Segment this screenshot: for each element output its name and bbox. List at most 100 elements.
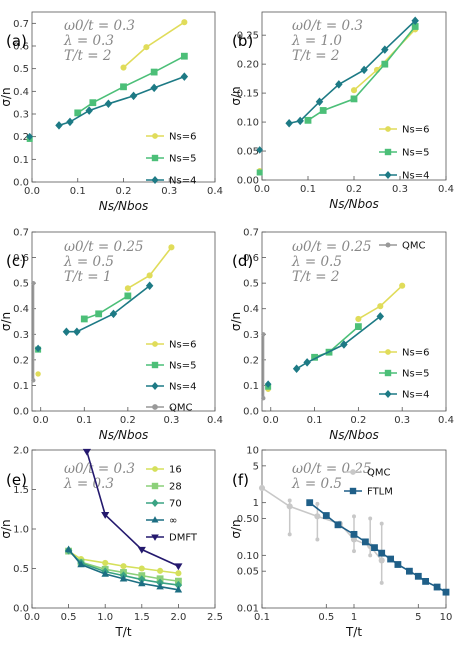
x-tick-label: 0.1 [307, 415, 323, 426]
y-tick-label: 1.5 [13, 485, 29, 496]
data-point [311, 353, 318, 361]
data-point [101, 512, 110, 519]
legend-d: Ns=6 Ns=5 Ns=4 QMC [379, 241, 429, 401]
y-axis-label: σ/n [0, 312, 13, 331]
data-point [119, 574, 128, 582]
tick-labels-b: 0.0 0.1 0.2 0.3 0.4 0.00 0.05 0.10 0.15 0.20 0.25 [237, 31, 454, 195]
data-point [55, 121, 63, 130]
series-line [86, 451, 179, 567]
data-point [387, 555, 395, 563]
parameter-annotation: ω0/t = 0.3 [64, 461, 135, 477]
y-tick-label: 0.5 [13, 64, 29, 75]
data-point [145, 281, 154, 290]
legend-marker [349, 487, 357, 495]
data-point [334, 521, 342, 529]
y-tick-label: 0.0 [13, 407, 29, 418]
legend-b: Ns=6 Ns=5 Ns=4 [379, 125, 429, 182]
data-point [322, 512, 330, 519]
tick-labels-f: 0.1 0.5 1 5 10 0.01 0.05 0.10 0.50 1 5 10 [237, 446, 453, 624]
series-e-3 [64, 545, 183, 593]
y-axis-label: σ/n [0, 87, 13, 106]
legend-label: 16 [169, 465, 182, 476]
chart-panel-d: 0.0 0.1 0.2 0.3 0.4 0.0 0.1 0.2 0.3 0.4 0.5 0.6 0.7 N… [229, 228, 454, 443]
legend-marker [151, 499, 159, 507]
data-point [156, 582, 164, 590]
parameter-annotation: λ = 0.3 [63, 33, 114, 49]
data-point [414, 572, 422, 580]
legend-label: DMFT [169, 533, 198, 544]
parameter-annotation: λ = 0.5 [291, 254, 342, 270]
series-a-2 [55, 72, 189, 130]
parameter-annotation: ω0/t = 0.25 [292, 461, 372, 477]
x-tick-label: 0.0 [33, 415, 49, 426]
data-point [146, 272, 153, 279]
y-tick-label: 0.5 [13, 564, 29, 575]
parameter-annotation: ω0/t = 0.25 [64, 239, 144, 255]
data-point [292, 364, 301, 374]
legend-marker [151, 361, 159, 369]
chart-panel-c: 0.0 0.1 0.2 0.3 0.4 0.0 0.1 0.2 0.3 0.4 0.5 0.6 0.7 N… [0, 228, 223, 443]
y-tick-label: 0.0 [13, 178, 29, 189]
x-tick-label: 0.3 [163, 415, 179, 426]
data-point [350, 536, 358, 543]
x-axis-label: Ns/Nbos [329, 197, 378, 211]
y-tick-label: 0.1 [13, 155, 29, 166]
data-point [381, 60, 389, 68]
data-point [405, 567, 413, 575]
data-point [174, 563, 183, 571]
data-point [296, 116, 304, 126]
panel-label: (d) [232, 252, 253, 270]
data-point [350, 530, 358, 538]
data-point [315, 97, 324, 107]
qmc-errorbar-end [315, 501, 320, 506]
y-axis-label: σ/n [229, 312, 243, 331]
legend-marker [152, 404, 158, 410]
legend-e: 16 28 70 ∞ DMFT [146, 465, 198, 544]
data-point [95, 310, 103, 318]
qmc-errorbar-end [368, 516, 373, 521]
legend-marker [151, 154, 159, 162]
y-tick-label: 1 [253, 498, 259, 509]
data-point [138, 565, 145, 572]
data-point [168, 244, 175, 251]
legend-label: 28 [169, 482, 182, 493]
x-axis-label: Ns/Nbos [99, 428, 148, 442]
legend-marker [384, 171, 392, 179]
parameter-annotation: λ = 0.5 [291, 476, 342, 492]
data-point [124, 285, 131, 292]
data-point [285, 118, 293, 128]
legend-marker [152, 341, 158, 347]
data-point [411, 16, 419, 25]
series-f-1 [306, 499, 450, 596]
qmc-point [31, 280, 36, 286]
legend-label: ∞ [169, 516, 177, 527]
legend-label: Ns=6 [169, 340, 196, 351]
data-point [350, 87, 358, 94]
panel-label: (c) [6, 252, 26, 270]
qmc-errorbar-end [368, 553, 373, 558]
x-tick-label: 0.1 [254, 612, 270, 623]
data-point [85, 106, 93, 115]
extrapolated-point [264, 380, 272, 388]
data-point [314, 513, 321, 520]
data-point [180, 72, 189, 81]
panel-label: (f) [232, 471, 249, 489]
chart-panel-e: 0.0 0.5 1.0 1.5 2.0 2.5 0.0 0.5 1.0 1.5 2.0 T/t σ/n (… [0, 446, 223, 640]
series-line [66, 285, 151, 333]
qmc-errorbar-end [315, 537, 320, 542]
legend-label: Ns=5 [402, 369, 429, 380]
legend-marker [151, 176, 159, 184]
parameter-annotation: T/t = 1 [64, 269, 111, 285]
x-tick-label: 0.4 [207, 415, 223, 426]
series-c-0 [124, 244, 175, 292]
y-tick-label: 0.5 [13, 279, 29, 290]
parameter-annotation: T/t = 2 [292, 269, 339, 285]
y-tick-label: 0.0 [243, 407, 259, 418]
x-tick-label: 1.5 [134, 612, 150, 623]
y-tick-label: 0.50 [237, 514, 259, 525]
legend-marker [151, 482, 159, 490]
series-line [296, 315, 381, 370]
legend-label: Ns=6 [402, 125, 429, 136]
y-tick-label: 0.1 [243, 381, 259, 392]
x-tick-label: 0.3 [394, 415, 410, 426]
